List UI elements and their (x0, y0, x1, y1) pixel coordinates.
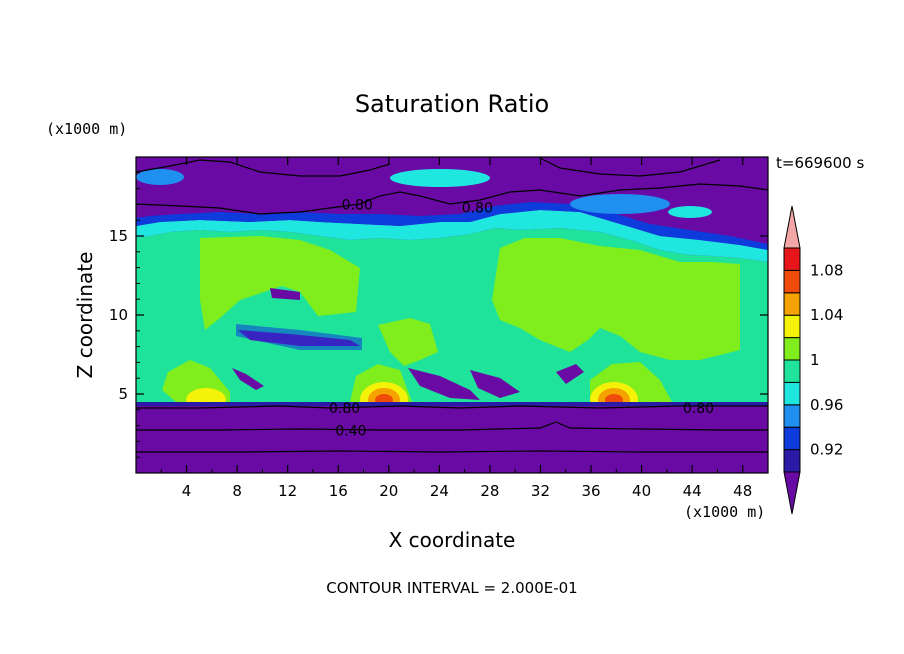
x-tick-label: 28 (480, 482, 499, 500)
field-lower-layer (136, 402, 768, 473)
contour-labels: 0.80 0.80 0.80 0.80 0.40 (329, 197, 714, 439)
chart-title: Saturation Ratio (355, 90, 549, 118)
colorbar-label: 0.92 (810, 441, 843, 459)
field-band-1.02 (378, 318, 438, 366)
x-tick-label: 4 (182, 482, 192, 500)
contour-label: 0.80 (462, 201, 493, 217)
x-axis-ticks: 4 8 12 16 20 24 28 32 36 40 44 48 (160, 157, 752, 500)
colorbar-min-arrow (783, 471, 801, 515)
colorbar-label: 1.04 (810, 306, 843, 324)
field-band-0.96 (136, 210, 768, 262)
x-tick-label: 16 (329, 482, 348, 500)
field-lower-edge (136, 402, 768, 406)
field-patch (390, 169, 490, 187)
colorbar-swatch (783, 292, 801, 316)
y-axis-ticks: 5 10 15 (109, 172, 768, 458)
field-band-0.92 (136, 202, 768, 250)
field-band-1.02 (200, 236, 360, 330)
field-patch (136, 169, 184, 185)
y-tick-label: 5 (118, 385, 128, 403)
colorbar-swatch (783, 404, 801, 428)
time-label: t=669600 s (776, 154, 864, 172)
contour-lines (136, 157, 768, 453)
colorbar: 0.92 0.96 1 1.04 1.08 (783, 205, 843, 515)
field-streak (470, 370, 520, 398)
contour-line (136, 159, 391, 177)
contour-interval-note: CONTOUR INTERVAL = 2.000E-01 (326, 579, 577, 597)
colorbar-swatch (783, 381, 801, 406)
x-tick-label: 44 (683, 482, 702, 500)
field-streak (556, 364, 584, 384)
colorbar-swatch (783, 359, 801, 383)
field-patch (668, 206, 712, 218)
contour-label: 0.80 (342, 197, 373, 213)
contour-line (136, 421, 768, 431)
x-tick-label: 48 (733, 482, 752, 500)
x-tick-label: 20 (379, 482, 398, 500)
contour-field (136, 157, 768, 473)
colorbar-swatch (783, 449, 801, 473)
y-axis-label: Z coordinate (73, 252, 97, 379)
colorbar-swatch (783, 426, 801, 451)
colorbar-max-arrow (783, 205, 801, 249)
x-tick-label: 8 (232, 482, 242, 500)
x-axis-label: X coordinate (389, 528, 516, 552)
x-tick-label: 36 (581, 482, 600, 500)
field-streak (270, 288, 300, 300)
contour-line (136, 450, 768, 453)
field-streak (408, 368, 480, 400)
x-tick-label: 12 (278, 482, 297, 500)
colorbar-swatch (783, 269, 801, 294)
y-tick-label: 15 (109, 227, 128, 245)
x-tick-label: 32 (531, 482, 550, 500)
contour-line (539, 157, 721, 177)
contour-line (136, 183, 768, 215)
contour-label: 0.40 (335, 423, 366, 439)
colorbar-swatch (783, 247, 801, 271)
colorbar-swatch (783, 314, 801, 339)
colorbar-label: 1.08 (810, 261, 843, 279)
field-streak (232, 368, 264, 390)
x-units-label: (x1000 m) (684, 503, 765, 521)
colorbar-label: 0.96 (810, 396, 843, 414)
field-band-1.02 (492, 238, 740, 360)
x-tick-label: 24 (430, 482, 449, 500)
colorbar-label: 1 (810, 351, 820, 369)
contour-label: 0.80 (329, 401, 360, 417)
y-tick-label: 10 (109, 306, 128, 324)
contour-line (136, 405, 768, 409)
contour-label: 0.80 (683, 401, 714, 417)
field-patch (570, 194, 670, 214)
colorbar-swatch (783, 337, 801, 361)
z-units-label: (x1000 m) (46, 120, 127, 138)
field-streak (236, 324, 362, 350)
x-tick-label: 40 (632, 482, 651, 500)
